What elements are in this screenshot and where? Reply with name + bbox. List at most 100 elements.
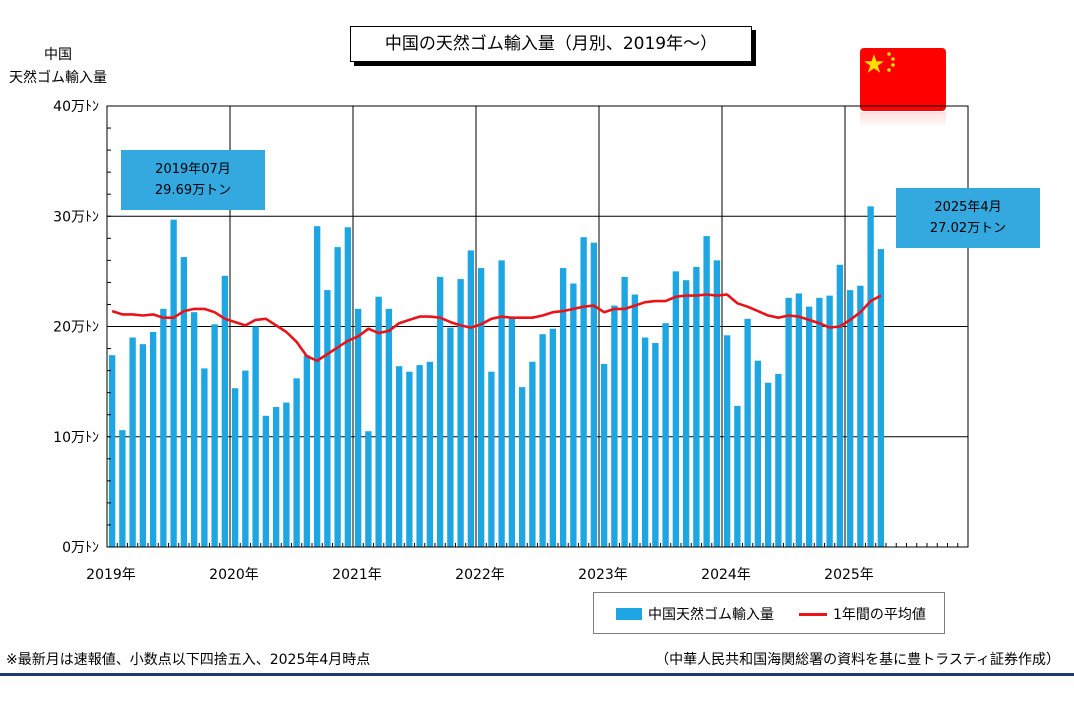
average-line xyxy=(111,293,882,363)
bar xyxy=(836,264,844,547)
bar xyxy=(447,327,454,547)
bar xyxy=(867,206,874,547)
x-tick-label: 2023年 xyxy=(578,567,628,583)
bar xyxy=(652,343,659,547)
bar xyxy=(682,280,690,547)
legend-line-label: 1年間の平均値 xyxy=(833,607,926,623)
bar xyxy=(662,323,669,547)
bar xyxy=(621,276,628,547)
bar xyxy=(334,247,341,547)
bar xyxy=(201,368,208,547)
bar xyxy=(703,236,710,547)
bar xyxy=(846,290,854,547)
bar xyxy=(272,406,280,547)
callout-2025-04: 2025年4月 27.02万トン xyxy=(896,188,1040,248)
y-axis-title: 中国 天然ゴム輸入量 xyxy=(8,44,108,90)
y-axis-title-line1: 中国 xyxy=(44,47,72,63)
bar xyxy=(641,337,649,547)
flag-reflection xyxy=(860,112,946,128)
chart-title: 中国の天然ゴム輸入量（月別、2019年～） xyxy=(350,26,752,62)
bar xyxy=(180,257,188,547)
bar xyxy=(221,275,229,547)
bar xyxy=(457,279,464,547)
x-tick-label: 2019年 xyxy=(86,567,136,583)
bar xyxy=(395,366,403,547)
axes xyxy=(106,105,969,548)
bar xyxy=(160,308,167,547)
bar xyxy=(406,371,413,547)
bar xyxy=(795,293,803,547)
bar xyxy=(324,290,331,547)
bar xyxy=(877,249,885,548)
bar xyxy=(590,242,598,547)
y-tick-label: 40万ﾄﾝ xyxy=(53,99,99,115)
bar xyxy=(303,355,311,547)
y-tick-label: 0万ﾄﾝ xyxy=(62,540,99,556)
bar xyxy=(826,295,833,547)
bar xyxy=(283,402,290,547)
callout-2025-04-value: 27.02万トン xyxy=(929,221,1007,236)
bar xyxy=(693,266,700,547)
y-tick-labels: 0万ﾄﾝ 10万ﾄﾝ 20万ﾄﾝ 30万ﾄﾝ 40万ﾄﾝ xyxy=(53,99,99,556)
x-tick-labels: 2019年 2020年 2021年 2022年 2023年 2024年 2025年 xyxy=(86,567,874,583)
x-tick-label: 2020年 xyxy=(209,567,259,583)
callout-2025-04-date: 2025年4月 xyxy=(934,200,1002,215)
x-tick-label: 2021年 xyxy=(332,567,382,583)
bar xyxy=(764,382,772,547)
bar xyxy=(344,227,352,547)
bar xyxy=(580,237,587,547)
bar xyxy=(139,344,147,547)
bar xyxy=(713,260,721,547)
bar xyxy=(498,260,505,547)
legend-bar-swatch xyxy=(616,608,642,620)
bar xyxy=(570,283,577,547)
bar xyxy=(611,305,618,547)
x-tick-label: 2024年 xyxy=(701,567,751,583)
legend-line-swatch xyxy=(799,612,827,616)
bar xyxy=(488,371,495,547)
bar xyxy=(242,370,249,547)
callout-2019-07-value: 29.69万トン xyxy=(154,183,232,198)
bar xyxy=(231,388,239,547)
y-tick-label: 20万ﾄﾝ xyxy=(53,320,99,336)
bar xyxy=(785,297,792,547)
bar xyxy=(734,405,741,547)
bar xyxy=(354,308,362,547)
bar xyxy=(672,271,680,547)
x-tick-label: 2022年 xyxy=(455,567,505,583)
bar xyxy=(723,335,731,547)
bar xyxy=(211,324,218,547)
legend: 中国天然ゴム輸入量 1年間の平均値 xyxy=(593,592,945,634)
bar xyxy=(518,387,526,547)
bar xyxy=(375,296,382,547)
bar-series xyxy=(108,206,885,548)
china-flag-stars xyxy=(864,52,895,73)
bar xyxy=(508,316,516,547)
bar xyxy=(385,308,393,547)
china-flag-icon xyxy=(860,48,946,111)
bar xyxy=(426,361,434,547)
bar xyxy=(775,373,782,547)
x-tick-label: 2025年 xyxy=(824,567,874,583)
bar xyxy=(857,285,864,547)
bar xyxy=(754,360,762,547)
bar xyxy=(313,226,321,548)
bar xyxy=(149,332,157,547)
bar xyxy=(539,334,546,547)
y-tick-label: 30万ﾄﾝ xyxy=(53,209,99,225)
bar xyxy=(293,378,300,547)
bar xyxy=(477,268,485,547)
bottom-rule xyxy=(0,673,1074,676)
bar xyxy=(816,297,823,547)
bar xyxy=(108,355,116,547)
y-tick-label: 10万ﾄﾝ xyxy=(53,430,99,446)
bar xyxy=(744,318,751,547)
bar xyxy=(467,250,475,548)
bar xyxy=(559,268,567,547)
source-note: （中華人民共和国海関総署の資料を基に豊トラスティ証券作成） xyxy=(655,652,1060,668)
bar xyxy=(252,326,259,547)
bar xyxy=(119,430,126,547)
callout-2019-07: 2019年07月 29.69万トン xyxy=(121,150,265,210)
footnote: ※最新月は速報値、小数点以下四捨五入、2025年4月時点 xyxy=(6,652,371,668)
